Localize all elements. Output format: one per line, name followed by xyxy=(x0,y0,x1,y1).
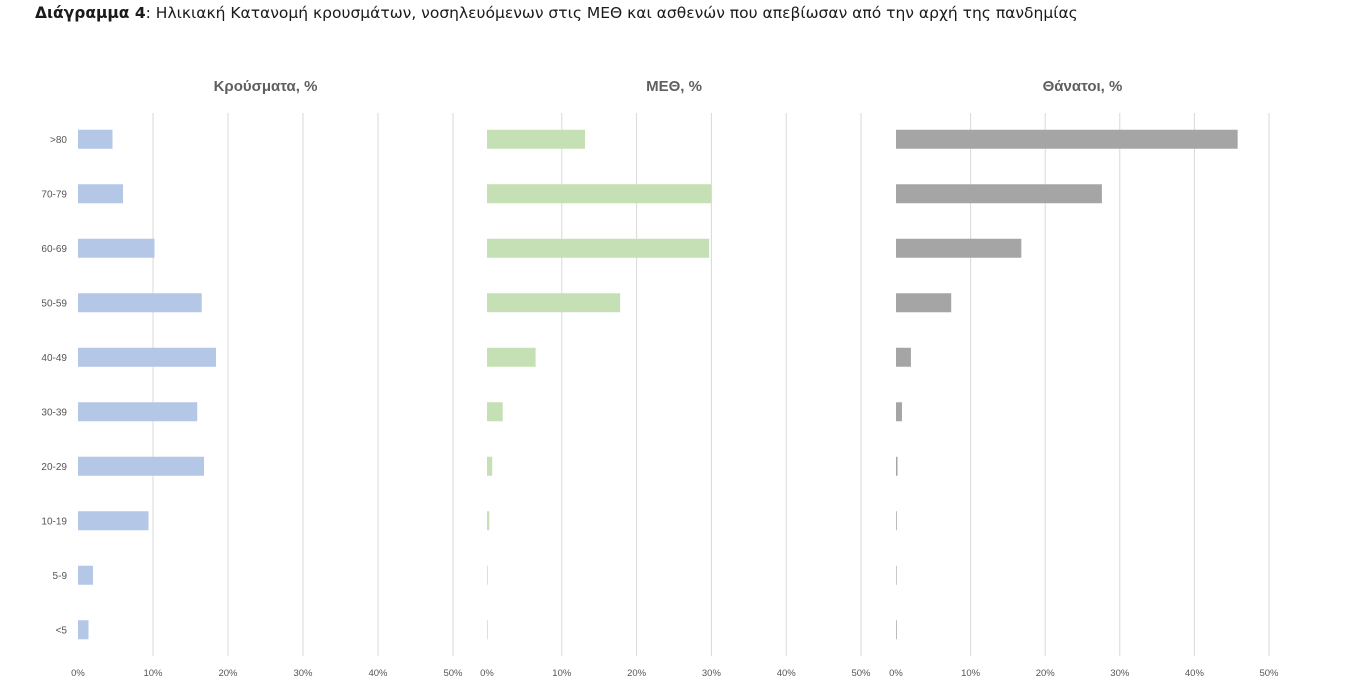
bar xyxy=(896,347,911,367)
caption-label: Διάγραμμα 4 xyxy=(35,4,146,22)
panel-title: ΜΕΘ, % xyxy=(646,78,702,95)
bar xyxy=(896,511,897,531)
bar xyxy=(487,184,712,204)
x-tick-label: 0% xyxy=(71,668,85,679)
category-label: 50-59 xyxy=(41,298,67,309)
x-tick-label: 40% xyxy=(1185,668,1205,679)
category-label: <5 xyxy=(56,625,68,636)
x-tick-label: 40% xyxy=(777,668,797,679)
bar xyxy=(896,402,902,422)
bar xyxy=(78,402,198,422)
bar xyxy=(487,620,488,640)
bar xyxy=(78,511,149,531)
x-tick-label: 50% xyxy=(443,668,463,679)
x-tick-label: 10% xyxy=(143,668,163,679)
panel-title: Θάνατοι, % xyxy=(1043,78,1123,95)
category-label: 70-79 xyxy=(41,189,67,200)
bar xyxy=(896,184,1102,204)
bar xyxy=(78,456,204,476)
x-tick-label: 10% xyxy=(961,668,981,679)
bar xyxy=(487,347,536,367)
category-label: 20-29 xyxy=(41,462,67,473)
x-tick-label: 0% xyxy=(889,668,903,679)
x-tick-label: 50% xyxy=(851,668,871,679)
bar xyxy=(487,402,503,422)
x-tick-label: 10% xyxy=(552,668,572,679)
x-tick-label: 50% xyxy=(1259,668,1279,679)
panel-title: Κρούσματα, % xyxy=(214,78,318,95)
figure-caption: Διάγραμμα 4: Ηλικιακή Κατανομή κρουσμάτω… xyxy=(35,4,1078,22)
bar xyxy=(487,238,710,258)
bar xyxy=(487,456,493,476)
bar xyxy=(78,238,155,258)
x-tick-label: 30% xyxy=(293,668,313,679)
category-label: 40-49 xyxy=(41,353,67,364)
bar xyxy=(896,565,897,585)
caption-text: : Ηλικιακή Κατανομή κρουσμάτων, νοσηλευό… xyxy=(145,4,1078,22)
x-tick-label: 20% xyxy=(1036,668,1056,679)
bar xyxy=(487,565,488,585)
bar xyxy=(78,620,89,640)
x-tick-label: 20% xyxy=(218,668,238,679)
category-label: 5-9 xyxy=(53,571,68,582)
bar xyxy=(896,620,897,640)
x-tick-label: 20% xyxy=(627,668,647,679)
x-tick-label: 30% xyxy=(1110,668,1130,679)
bar xyxy=(78,347,216,367)
bar xyxy=(896,129,1238,149)
category-label: 60-69 xyxy=(41,244,67,255)
x-tick-label: 0% xyxy=(480,668,494,679)
bar xyxy=(487,129,585,149)
bar xyxy=(78,184,123,204)
bar xyxy=(896,456,898,476)
bar xyxy=(78,565,93,585)
bar xyxy=(487,511,490,531)
bar xyxy=(78,293,202,313)
x-tick-label: 40% xyxy=(368,668,388,679)
x-tick-label: 30% xyxy=(702,668,722,679)
category-label: 10-19 xyxy=(41,516,67,527)
bar xyxy=(896,293,952,313)
category-label: >80 xyxy=(50,135,67,146)
bar xyxy=(896,238,1022,258)
bar xyxy=(78,129,113,149)
bar xyxy=(487,293,621,313)
category-label: 30-39 xyxy=(41,407,67,418)
